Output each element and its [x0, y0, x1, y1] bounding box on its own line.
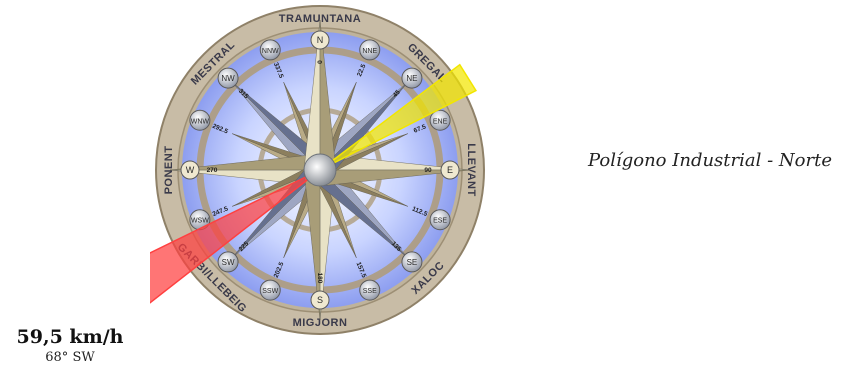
wind-from-wedge — [150, 169, 321, 304]
wind-rose: TRAMUNTANAGREGALLLEVANTXALOCMIGJORNGARBI… — [150, 5, 485, 335]
point-label: E — [447, 165, 453, 175]
wind-wedges — [150, 63, 477, 304]
point-badge-ese: ESE — [429, 209, 451, 231]
degree-label: 90 — [424, 167, 432, 174]
point-label: SE — [407, 258, 418, 267]
point-label: NNE — [362, 48, 377, 55]
point-badge-nnw: NNW — [259, 39, 281, 61]
wind-to-wedge — [319, 63, 477, 171]
point-badge-se: SE — [401, 251, 423, 273]
point-badge-e: E — [440, 160, 460, 180]
degree-label: 22.5 — [356, 63, 367, 78]
wind-readout: 59,5 km/h 68° SW — [10, 326, 130, 365]
point-badge-s: S — [310, 290, 330, 310]
point-badge-wsw: WSW — [189, 209, 211, 231]
point-badge-ne: NE — [401, 67, 423, 89]
compass-star — [169, 19, 471, 321]
point-label: S — [317, 295, 323, 305]
point-badge-n: N — [310, 30, 330, 50]
wind-name: LLEVANT — [465, 143, 477, 196]
point-badge-sw: SW — [217, 251, 239, 273]
degree-label: 67.5 — [413, 123, 428, 134]
point-badge-ssw: SSW — [259, 279, 281, 301]
wind-direction: 68° SW — [45, 350, 95, 365]
point-label: NE — [406, 74, 417, 83]
point-label: NW — [221, 74, 235, 83]
point-badge-ene: ENE — [429, 109, 451, 131]
compass-hub — [303, 153, 337, 187]
wind-name: MIGJORN — [293, 317, 348, 329]
point-label: W — [186, 165, 195, 175]
station-title: Polígono Industrial - Norte — [588, 150, 832, 171]
point-badge-sse: SSE — [359, 279, 381, 301]
degree-label: 0 — [317, 60, 324, 64]
point-label: SSW — [262, 288, 278, 295]
wind-name: TRAMUNTANA — [279, 13, 361, 25]
cardinal-badges: N NNE NE ENE E ESE SE SSE S SSW SW WSW W WNW NW NNW — [180, 30, 460, 310]
point-badge-nw: NW — [217, 67, 239, 89]
point-label: WNW — [191, 118, 210, 125]
point-label: NNW — [262, 48, 279, 55]
point-label: ESE — [433, 218, 447, 225]
wind-speed: 59,5 km/h — [16, 326, 124, 348]
point-label: SW — [222, 258, 235, 267]
degree-label: 270 — [207, 167, 218, 174]
point-label: ENE — [433, 118, 448, 125]
degree-label: 45 — [392, 89, 402, 99]
point-label: N — [317, 35, 324, 45]
point-label: SSE — [363, 288, 377, 295]
point-label: WSW — [191, 218, 209, 225]
degree-label: 180 — [316, 273, 323, 284]
point-badge-wnw: WNW — [189, 109, 211, 131]
point-badge-w: W — [180, 160, 200, 180]
wind-name: PONENT — [163, 146, 175, 195]
point-badge-nne: NNE — [359, 39, 381, 61]
